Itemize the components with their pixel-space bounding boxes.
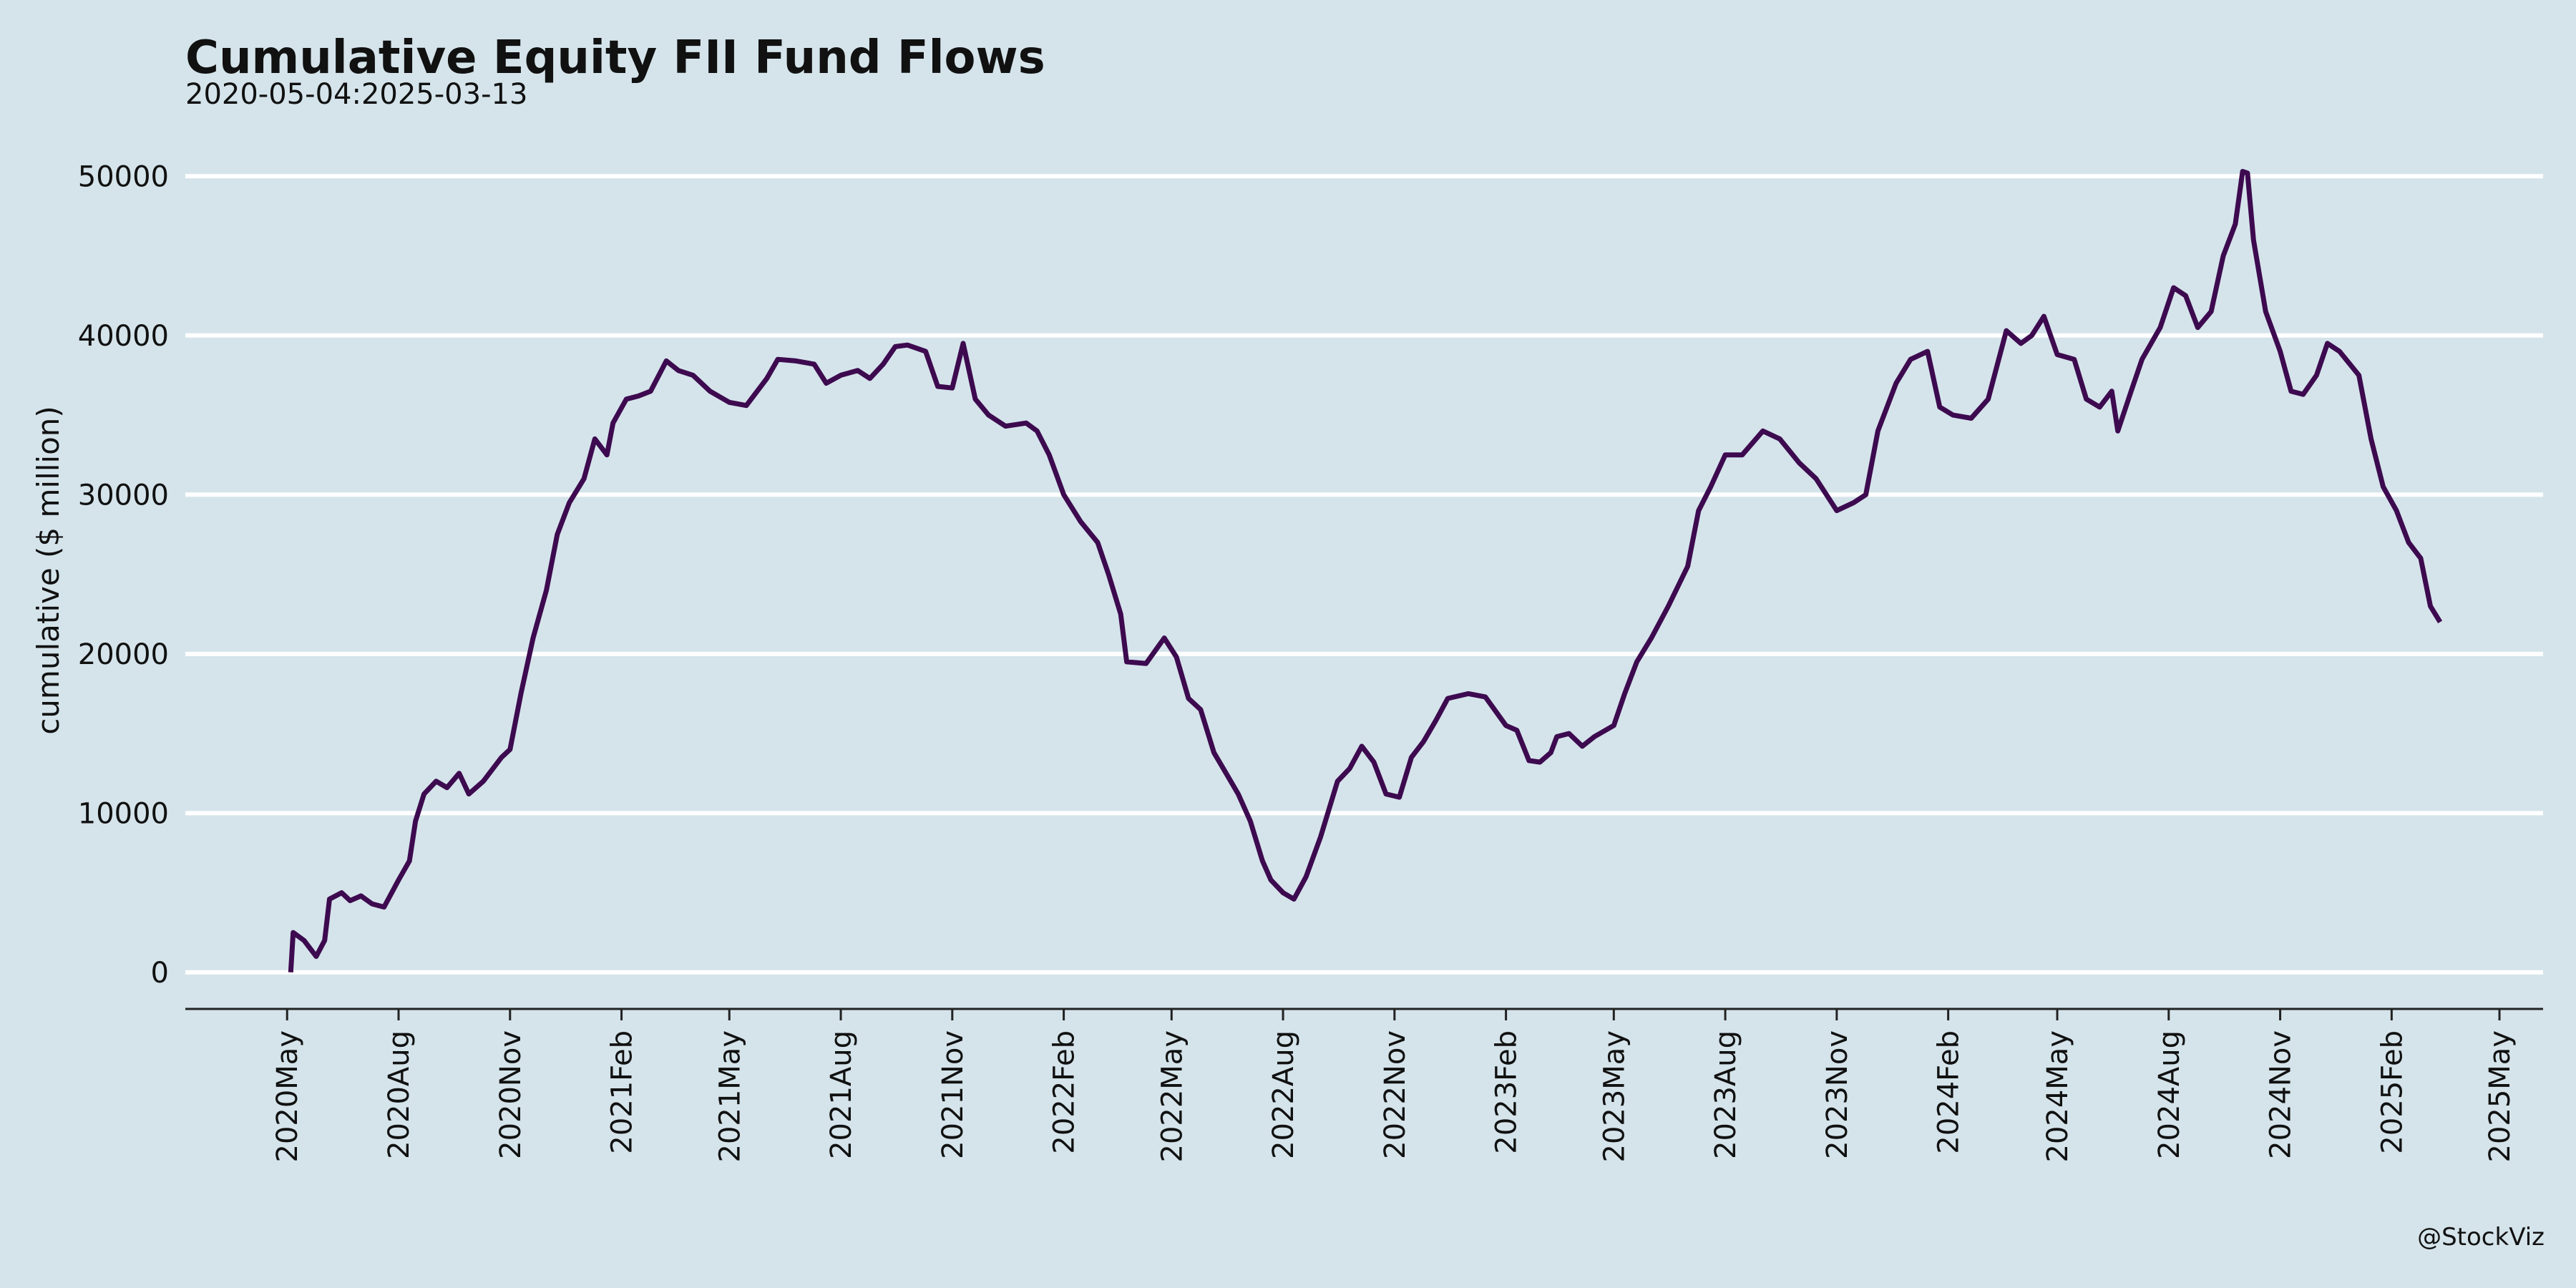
chart-title: Cumulative Equity FII Fund Flows (185, 31, 1045, 84)
y-tick-label: 20000 (78, 638, 169, 671)
x-tick-label: 2024Aug (2153, 1030, 2186, 1159)
data-line (288, 169, 2443, 973)
chart-subtitle: 2020-05-04:2025-03-13 (185, 78, 527, 111)
x-tick-label: 2022Nov (1379, 1030, 1412, 1159)
x-tick-label: 2022Feb (1048, 1030, 1081, 1154)
x-tick-label: 2021May (713, 1030, 746, 1163)
x-tick-label: 2021Feb (606, 1030, 639, 1154)
x-tick-label: 2021Nov (937, 1030, 970, 1159)
x-tick-label: 2022May (1156, 1030, 1189, 1163)
x-tick-label: 2024May (2041, 1030, 2074, 1163)
x-tick-label: 2023May (1598, 1030, 1631, 1163)
x-tick-label: 2024Feb (1933, 1030, 1966, 1154)
y-tick-label: 50000 (78, 160, 169, 193)
x-tick-label: 2020May (271, 1030, 304, 1163)
x-tick-label: 2020Aug (383, 1030, 416, 1159)
x-tick-label: 2023Feb (1491, 1030, 1523, 1154)
y-tick-label: 30000 (78, 479, 169, 512)
x-tick-label: 2022Aug (1267, 1030, 1300, 1159)
x-tick-label: 2023Aug (1709, 1030, 1742, 1159)
y-tick-label: 40000 (78, 320, 169, 353)
x-tick-label: 2021Aug (825, 1030, 858, 1159)
y-tick-label: 0 (151, 957, 169, 990)
y-tick-label: 10000 (78, 797, 169, 830)
x-tick-label: 2020Nov (494, 1030, 527, 1159)
x-tick-label: 2025May (2484, 1030, 2517, 1163)
x-tick-label: 2024Nov (2265, 1030, 2298, 1159)
y-axis-label: cumulative ($ million) (31, 406, 66, 735)
x-tick-label: 2025Feb (2376, 1030, 2409, 1154)
caption: @StockViz (2417, 1223, 2545, 1252)
x-tick-label: 2023Nov (1821, 1030, 1854, 1159)
